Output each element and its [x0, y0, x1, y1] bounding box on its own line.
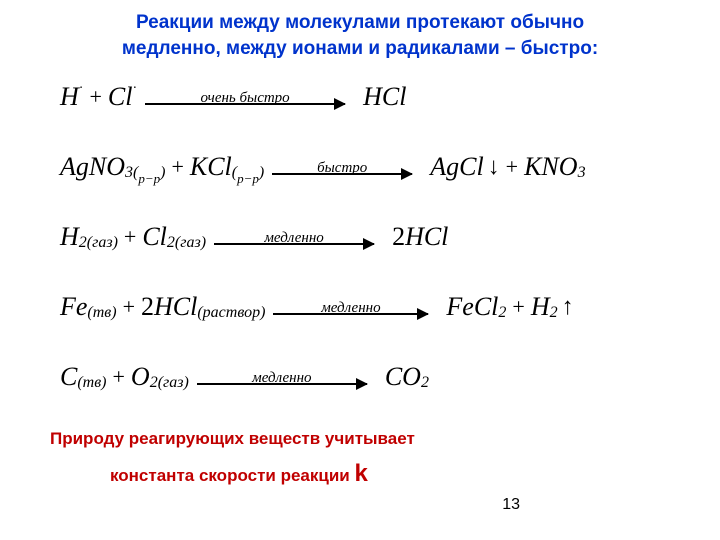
reaction-lhs: H2(газ) + Cl2(газ) [60, 222, 206, 252]
reaction-row: Fe(тв) + 2HCl(раствор) медленно FeCl2 + H2… [60, 285, 680, 329]
arrow-icon [214, 243, 374, 245]
reaction-rhs: CO2 [385, 362, 429, 392]
reaction-row: H· + Cl· очень быстро HCl [60, 75, 680, 119]
reaction-arrow: медленно [273, 300, 428, 315]
arrow-icon [272, 173, 412, 175]
footer-text: Природу реагирующих веществ учитывает ко… [0, 425, 720, 495]
reaction-arrow: медленно [197, 370, 367, 385]
page-number: 13 [502, 496, 520, 514]
reaction-rhs: AgCl ↓+ KNO3 [430, 152, 585, 182]
footer-line1: Природу реагирующих веществ учитывает [50, 429, 415, 448]
reaction-row: AgNO3(p−p) + KCl(p−p) быстро AgCl ↓+ KNO3 [60, 145, 680, 189]
reaction-lhs: Fe(тв) + 2HCl(раствор) [60, 292, 265, 322]
arrow-icon [197, 383, 367, 385]
reaction-arrow: медленно [214, 230, 374, 245]
reaction-row: C(тв) + O2(газ) медленно CO2 [60, 355, 680, 399]
title-line2: медленно, между ионами и радикалами – бы… [122, 38, 598, 59]
reactions-list: H· + Cl· очень быстро HCl AgNO3(p−p) + KCl(… [0, 75, 720, 399]
reaction-rhs: FeCl2 + H2 ↑ [446, 292, 573, 322]
arrow-icon [145, 103, 345, 105]
reaction-arrow: быстро [272, 160, 412, 175]
reaction-rhs: HCl [363, 82, 406, 112]
title-line1: Реакции между молекулами протекают обычн… [136, 12, 584, 33]
reaction-arrow: очень быстро [145, 90, 345, 105]
reaction-lhs: H· + Cl· [60, 82, 137, 112]
reaction-lhs: C(тв) + O2(газ) [60, 362, 189, 392]
reaction-row: H2(газ) + Cl2(газ) медленно 2HCl [60, 215, 680, 259]
reaction-lhs: AgNO3(p−p) + KCl(p−p) [60, 152, 264, 182]
footer-line2-prefix: константа скорости реакции [110, 466, 354, 485]
arrow-icon [273, 313, 428, 315]
slide-title: Реакции между молекулами протекают обычн… [0, 0, 720, 75]
reaction-rhs: 2HCl [392, 222, 448, 252]
rate-constant-k: k [354, 460, 367, 487]
